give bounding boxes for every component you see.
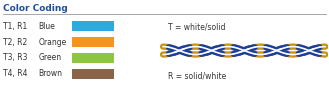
- FancyBboxPatch shape: [72, 37, 114, 47]
- FancyBboxPatch shape: [72, 69, 114, 79]
- Text: Color Coding: Color Coding: [3, 4, 67, 13]
- Text: T4, R4: T4, R4: [3, 69, 27, 78]
- Text: Green: Green: [38, 53, 62, 62]
- FancyBboxPatch shape: [72, 21, 114, 31]
- Text: T1, R1: T1, R1: [3, 22, 27, 31]
- Text: T = white/solid: T = white/solid: [168, 22, 225, 31]
- Text: T3, R3: T3, R3: [3, 53, 27, 62]
- Text: Brown: Brown: [38, 69, 63, 78]
- Text: Blue: Blue: [38, 22, 55, 31]
- Text: Orange: Orange: [38, 38, 67, 47]
- Text: T2, R2: T2, R2: [3, 38, 27, 47]
- Text: R = solid/white: R = solid/white: [168, 72, 226, 81]
- FancyBboxPatch shape: [72, 53, 114, 63]
